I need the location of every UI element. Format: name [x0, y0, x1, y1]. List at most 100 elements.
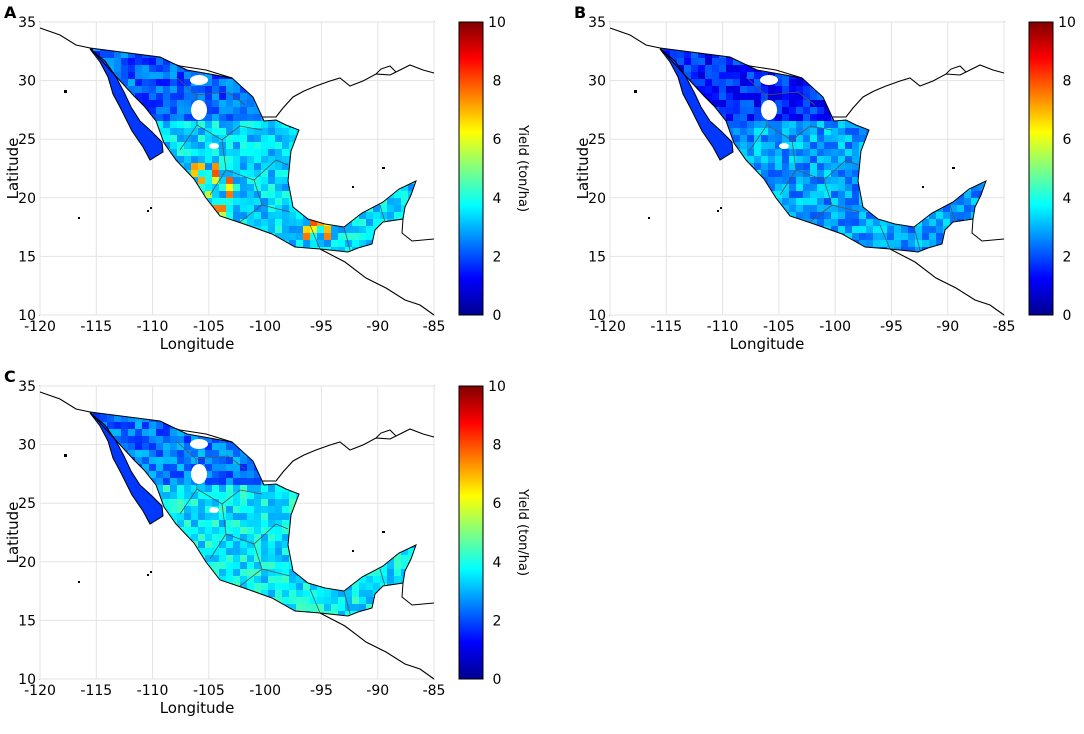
yield-cell [275, 562, 283, 570]
yield-cell [282, 527, 290, 535]
yield-cell [831, 177, 839, 185]
yield-cell [247, 149, 255, 157]
yield-cell [247, 198, 255, 206]
yield-cell [803, 212, 811, 220]
yield-cell [289, 597, 297, 605]
yield-cell [810, 184, 818, 192]
yield-cell [261, 534, 269, 542]
yield-cell [275, 198, 283, 206]
yield-cell [345, 240, 353, 248]
yield-cell [163, 114, 171, 122]
y-tick-label: 35 [18, 15, 36, 31]
yield-cell [275, 128, 283, 136]
yield-cell [922, 240, 930, 248]
yield-cell [142, 464, 150, 472]
yield-cell [726, 58, 734, 66]
yield-cell [901, 226, 909, 234]
yield-cell [296, 576, 304, 584]
yield-cell [219, 170, 227, 178]
yield-cell [261, 219, 269, 227]
yield-cell [275, 548, 283, 556]
yield-cell [831, 226, 839, 234]
yield-cell [254, 513, 262, 521]
yield-cell [275, 576, 283, 584]
yield-cell [782, 72, 790, 80]
yield-cell [233, 471, 241, 479]
yield-cell [929, 212, 937, 220]
yield-cell [275, 513, 283, 521]
yield-cell [261, 226, 269, 234]
yield-cell [303, 590, 311, 598]
yield-cell [219, 121, 227, 129]
yield-cell [733, 135, 741, 143]
yield-cell [796, 163, 804, 171]
yield-cell [387, 198, 395, 206]
yield-cell [803, 177, 811, 185]
yield-cell [254, 163, 262, 171]
yield-cell [275, 597, 283, 605]
yield-cell [803, 184, 811, 192]
yield-cell [268, 121, 276, 129]
yield-cell [247, 457, 255, 465]
yield-cell [845, 177, 853, 185]
yield-cell [894, 226, 902, 234]
yield-cell [240, 156, 248, 164]
yield-cell [163, 135, 171, 143]
yield-cell [212, 527, 220, 535]
yield-cell [156, 485, 164, 493]
yield-cell [796, 107, 804, 115]
yield-cell [936, 212, 944, 220]
x-tick-labels: -120 -115 -110 -105 -100 -95 -90 -85 [24, 683, 445, 699]
yield-cell [324, 226, 332, 234]
yield-cell [142, 429, 150, 437]
yield-cell [726, 65, 734, 73]
y-tick-label: 15 [18, 249, 36, 265]
yield-cell [401, 191, 409, 199]
yield-cell [387, 576, 395, 584]
yield-cell [177, 79, 185, 87]
yield-cell [803, 93, 811, 101]
yield-cell [149, 457, 157, 465]
yield-cell [282, 499, 290, 507]
yield-cell [810, 177, 818, 185]
yield-cell [219, 198, 227, 206]
yield-cell [331, 240, 339, 248]
yield-cell [240, 198, 248, 206]
yield-cell [289, 233, 297, 241]
yield-cell [240, 576, 248, 584]
yield-cell [782, 163, 790, 171]
yield-cell [317, 590, 325, 598]
yield-cell [198, 93, 206, 101]
yield-cell [838, 226, 846, 234]
yield-cell [247, 576, 255, 584]
yield-cell [233, 100, 241, 108]
yield-cell [698, 58, 706, 66]
yield-cell [212, 156, 220, 164]
yield-cell [198, 506, 206, 514]
yield-cell [198, 170, 206, 178]
grid [39, 21, 435, 316]
yield-cell [324, 597, 332, 605]
yield-cell [142, 72, 150, 80]
yield-cell [184, 72, 192, 80]
yield-cell [135, 457, 143, 465]
yield-cell [184, 100, 192, 108]
yield-cell [205, 548, 213, 556]
colorbar-tick-label: 10 [1058, 15, 1076, 31]
yield-cell [698, 79, 706, 87]
yield-cell [198, 485, 206, 493]
yield-cell [170, 142, 178, 150]
yield-cell [726, 114, 734, 122]
yield-cell [191, 156, 199, 164]
yield-cell [712, 65, 720, 73]
yield-cell [114, 51, 122, 59]
yield-cell [929, 233, 937, 241]
no-data-region [230, 434, 242, 442]
yield-cell [198, 184, 206, 192]
yield-cell [775, 72, 783, 80]
y-tick-label: 35 [18, 379, 36, 395]
yield-cell [163, 464, 171, 472]
yield-cell [247, 513, 255, 521]
yield-cell [240, 142, 248, 150]
